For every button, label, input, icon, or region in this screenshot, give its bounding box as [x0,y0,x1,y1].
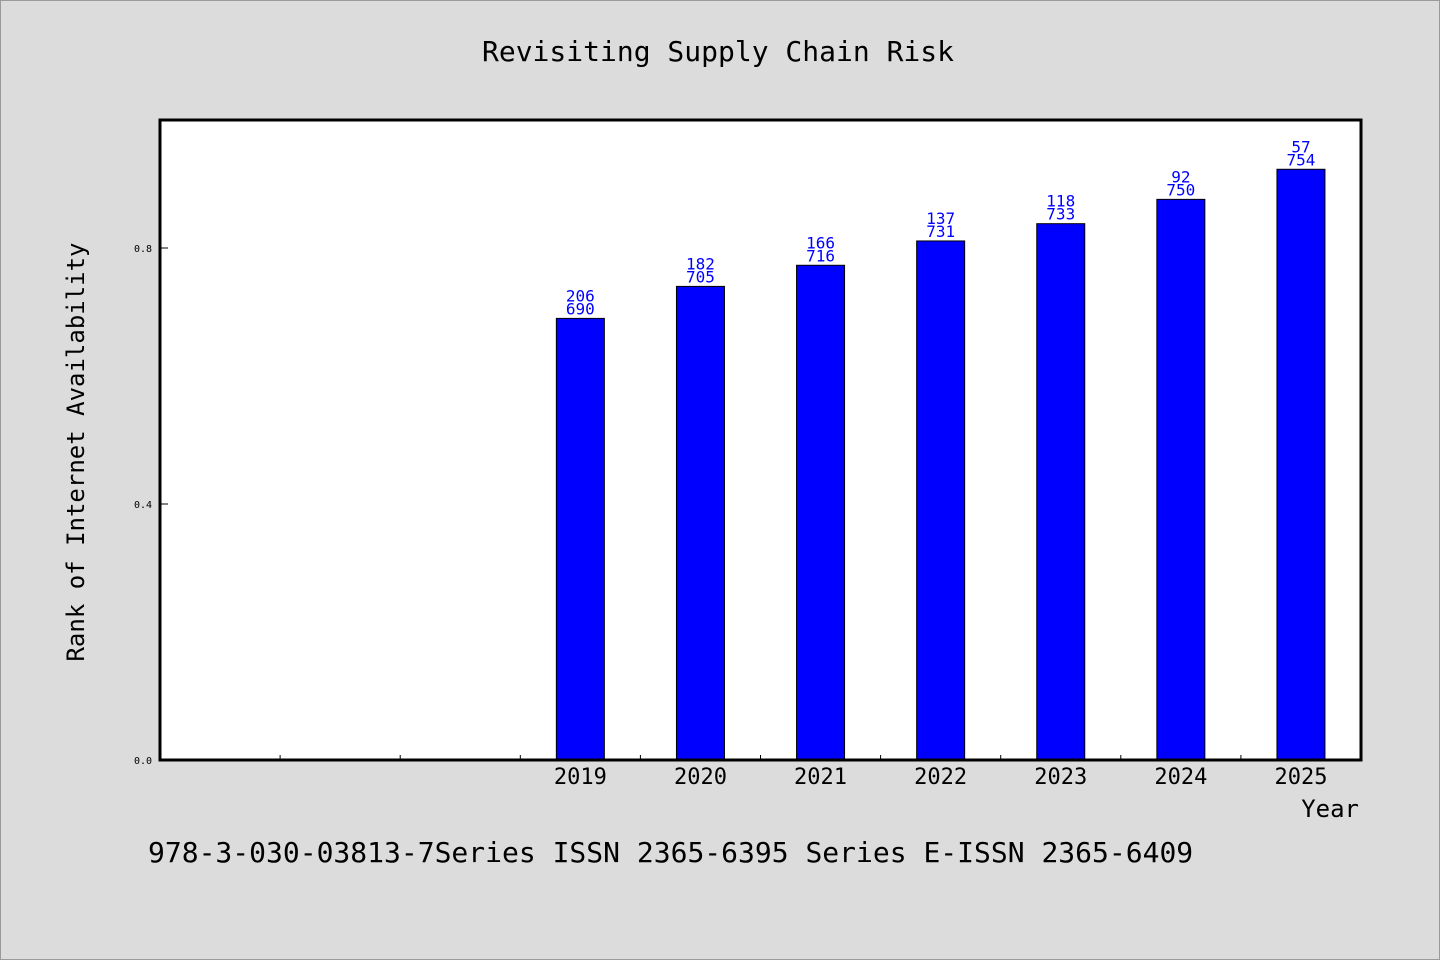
data-label-bottom-2022: 731 [926,222,955,241]
data-label-top-2022: 137 [926,209,955,228]
x-tick-label-2021: 2021 [794,765,847,790]
bar-2021 [796,264,846,761]
y-tick-label-0.0: 0.0 [134,756,152,767]
bar-2023 [1036,223,1086,761]
footer-isbn-issn: 978-3-030-03813-7Series ISSN 2365-6395 S… [148,836,1193,869]
ticks-group: 2019 2020 2021 2022 2023 2024 2025 0.0 0.4 0.8 [134,244,1328,790]
data-label-top-2023: 118 [1046,192,1075,211]
x-tick-label-2023: 2023 [1034,765,1087,790]
bar-2025 [1276,168,1326,761]
bar-2020 [675,285,725,761]
data-label-bottom-2024: 750 [1166,180,1195,199]
x-tick-label-2022: 2022 [914,765,967,790]
data-label-top-2021: 166 [806,233,835,252]
data-label-top-2020: 182 [686,254,715,273]
x-tick-label-2020: 2020 [674,765,727,790]
data-label-bottom-2020: 705 [686,267,715,286]
data-label-top-2024: 92 [1171,167,1190,186]
chart-title: Revisiting Supply Chain Risk [482,35,954,68]
bar-2024 [1156,198,1206,761]
data-label-top-2019: 206 [566,286,595,305]
data-label-bottom-2019: 690 [566,299,595,318]
x-tick-label-2019: 2019 [554,765,607,790]
data-label-bottom-2021: 716 [806,246,835,265]
x-tick-label-2025: 2025 [1274,765,1327,790]
bars-group [555,168,1326,761]
plot-border [158,118,1363,762]
y-axis-label: Rank of Internet Availability [62,242,90,661]
y-tick-label-0.4: 0.4 [134,500,152,511]
data-label-top-2025: 57 [1291,137,1310,156]
x-axis-label: Year [1301,795,1359,823]
x-tick-label-2024: 2024 [1154,765,1207,790]
data-label-bottom-2023: 733 [1046,205,1075,224]
bar-2022 [916,240,966,761]
bar-2019 [555,317,605,761]
data-label-bottom-2025: 754 [1286,150,1315,169]
y-tick-label-0.8: 0.8 [134,244,152,255]
